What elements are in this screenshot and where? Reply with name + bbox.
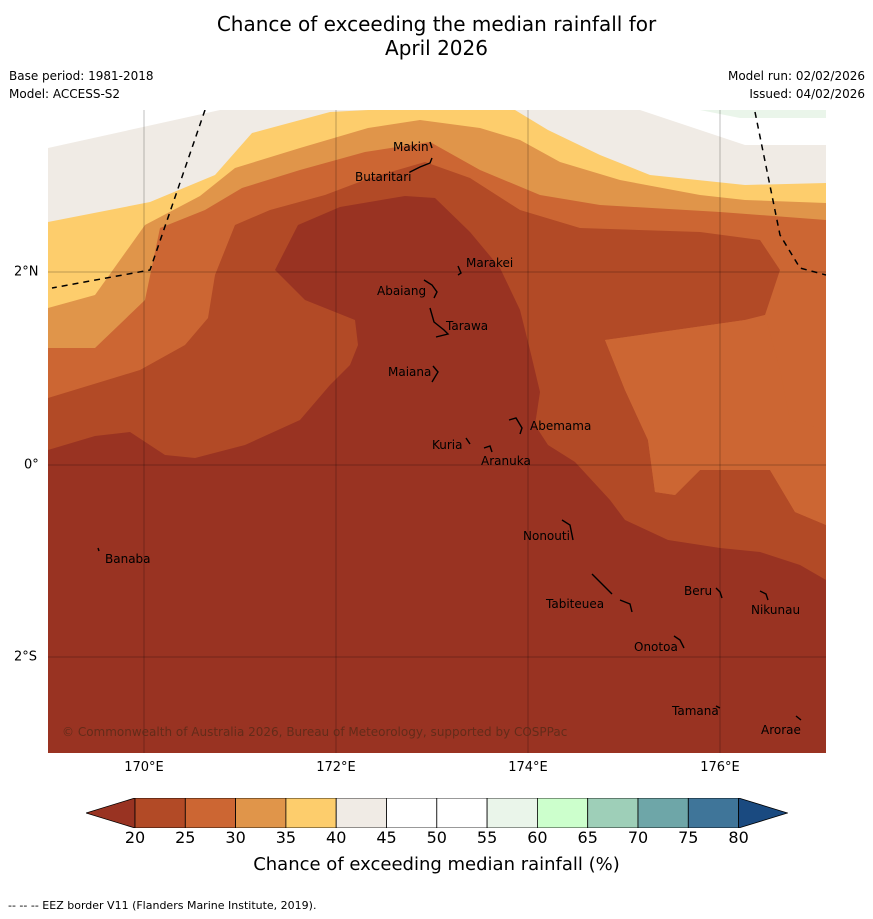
colorbar-tick-label: 65 — [577, 828, 598, 847]
eez-border — [51, 110, 826, 289]
map-title: Chance of exceeding the median rainfall … — [0, 12, 873, 60]
colorbar-over-arrow — [738, 798, 788, 828]
colorbar-tick-label: 40 — [326, 828, 347, 847]
colorbar-cell — [637, 798, 689, 828]
lon-label: 172°E — [316, 760, 356, 775]
colorbar-tick-label: 60 — [527, 828, 548, 847]
place-label: Tarawa — [446, 319, 489, 333]
colorbar-tick-label: 45 — [376, 828, 397, 847]
band-25-30-east — [605, 315, 826, 525]
issued-text: Issued: 04/02/2026 — [749, 87, 865, 101]
title-line-1: Chance of exceeding the median rainfall … — [216, 12, 657, 36]
colorbar-cell — [134, 798, 186, 828]
colorbar-cell — [536, 798, 589, 828]
place-label: Banaba — [105, 552, 151, 566]
lat-label: 2°S — [14, 649, 38, 665]
place-label: Onotoa — [634, 640, 678, 654]
colorbar-tick-label: 50 — [426, 828, 447, 847]
meta-left: Base period: 1981-2018 Model: ACCESS-S2 — [9, 67, 154, 103]
colorbar-tick-label: 30 — [225, 828, 246, 847]
eez-footnote: -- -- -- EEZ border V11 (Flanders Marine… — [8, 899, 317, 912]
island-outlines — [97, 141, 802, 721]
colorbar-tick-label: 70 — [627, 828, 649, 847]
band-below-20 — [48, 196, 826, 753]
place-label: Tabiteuea — [546, 597, 605, 611]
colorbar-tick-label: 80 — [728, 828, 749, 847]
colorbar-tick-label: 35 — [275, 828, 297, 847]
colorbar-tick-label: 20 — [124, 828, 146, 847]
title-line-2: April 2026 — [385, 36, 488, 60]
colorbar-cell — [687, 798, 739, 828]
model-run-text: Model run: 02/02/2026 — [727, 69, 865, 83]
meta-right: Model run: 02/02/2026 Issued: 04/02/2026 — [728, 67, 865, 103]
lon-label: 170°E — [124, 760, 164, 775]
colorbar-cell — [235, 798, 287, 828]
model-text: Model: ACCESS-S2 — [9, 87, 121, 101]
place-label: Nikunau — [751, 603, 801, 617]
colorbar-under-arrow — [86, 798, 136, 828]
place-label: Nonouti — [523, 529, 570, 543]
lat-label: 0° — [24, 457, 39, 473]
band-55-60 — [700, 110, 826, 118]
copyright-notice: © Commonwealth of Australia 2026, Bureau… — [62, 725, 568, 739]
colorbar-cell — [184, 798, 237, 828]
place-label: Butaritari — [355, 170, 412, 184]
place-label: Marakei — [466, 256, 514, 270]
place-label: Abemama — [530, 419, 592, 433]
place-label: Kuria — [432, 438, 463, 452]
place-label: Tamana — [672, 704, 719, 718]
base-period-text: Base period: 1981-2018 — [9, 69, 154, 83]
rainfall-map — [48, 110, 826, 753]
place-label: Maiana — [388, 365, 432, 379]
colorbar — [86, 798, 788, 828]
place-label: Arorae — [761, 723, 801, 737]
colorbar-cell — [587, 798, 639, 828]
colorbar-tick-label: 55 — [476, 828, 498, 847]
colorbar-label: Chance of exceeding median rainfall (%) — [253, 854, 620, 875]
colorbar-cell — [436, 798, 488, 828]
place-label: Abaiang — [377, 284, 427, 298]
colorbar-cell — [386, 798, 438, 828]
place-label: Makin — [393, 140, 429, 154]
lon-label: 176°E — [700, 760, 740, 775]
gridlines — [48, 110, 826, 753]
colorbar-tick-label: 75 — [678, 828, 699, 847]
lat-label: 2°N — [14, 264, 39, 280]
place-label: Aranuka — [481, 454, 531, 468]
colorbar-cell — [335, 798, 387, 828]
colorbar-tick-label: 25 — [175, 828, 196, 847]
colorbar-cell — [285, 798, 337, 828]
place-label: Beru — [684, 584, 713, 598]
colorbar-cell — [486, 798, 538, 828]
lon-label: 174°E — [508, 760, 548, 775]
